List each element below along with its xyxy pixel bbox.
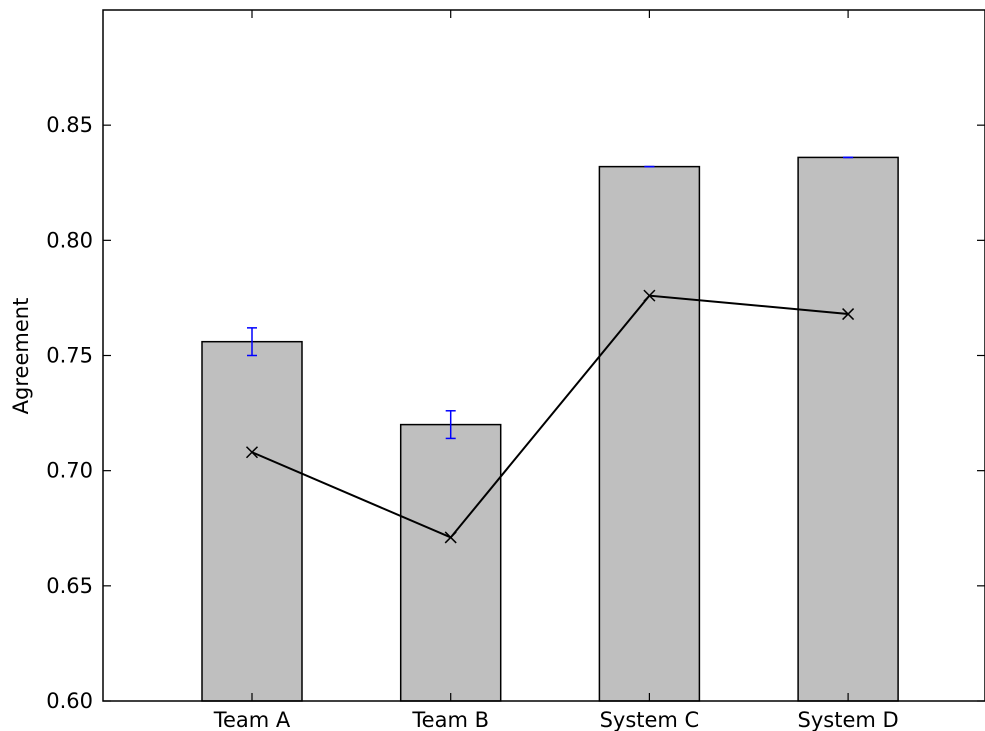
line-point-system-c bbox=[643, 289, 656, 302]
marker-stroke bbox=[842, 308, 855, 321]
line-point-team-a bbox=[245, 446, 259, 459]
line-series-path bbox=[251, 294, 849, 539]
error-bars-layer bbox=[247, 156, 854, 440]
bar-team-b bbox=[399, 423, 502, 702]
error-bar-team-a bbox=[247, 327, 257, 357]
y-axis-ticks: 0.60 0.65 0.70 0.75 0.80 0.85 bbox=[46, 113, 985, 713]
y-tick-label: 0.65 bbox=[46, 574, 93, 598]
bar-system-c bbox=[598, 165, 701, 702]
x-axis-ticks: Team A Team B System C System D bbox=[213, 10, 899, 731]
y-tick-label: 0.85 bbox=[46, 113, 93, 137]
marker-stroke bbox=[444, 531, 457, 544]
y-tick-label: 0.70 bbox=[46, 459, 93, 483]
x-tick-label: System C bbox=[600, 708, 700, 731]
x-tick-label: Team A bbox=[213, 708, 291, 731]
x-tick-label: System D bbox=[798, 708, 899, 731]
y-axis-label: Agreement bbox=[9, 298, 33, 415]
line-series-layer bbox=[245, 289, 855, 544]
error-bar-team-b bbox=[445, 410, 456, 440]
marker-stroke bbox=[245, 446, 259, 459]
y-tick-label: 0.60 bbox=[46, 689, 93, 713]
marker-stroke bbox=[643, 289, 656, 302]
bar-system-d bbox=[797, 156, 899, 702]
bar-team-a bbox=[201, 340, 303, 702]
line-point-system-d bbox=[842, 308, 855, 321]
y-tick-label: 0.80 bbox=[46, 228, 93, 252]
y-tick-label: 0.75 bbox=[46, 344, 93, 368]
x-tick-label: Team B bbox=[411, 708, 489, 731]
bars-layer bbox=[201, 156, 899, 702]
line-point-team-b bbox=[444, 531, 457, 544]
